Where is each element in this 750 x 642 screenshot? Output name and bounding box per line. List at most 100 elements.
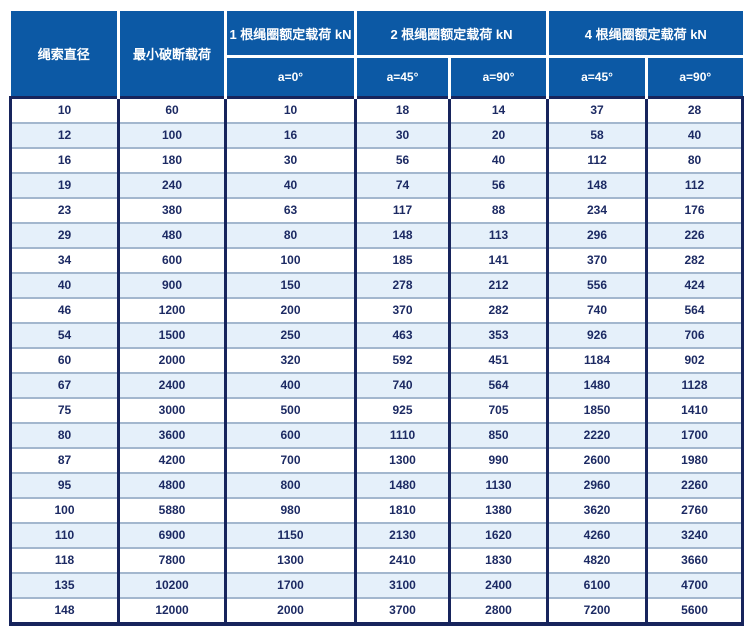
table-row: 87 4200 700 1300 990 2600 1980 [9,447,745,473]
table-cell: 1150 [225,522,357,548]
table-cell: 926 [547,322,649,348]
table-cell: 7800 [118,547,227,573]
table-row: 148 12000 2000 3700 2800 7200 5600 [9,597,745,626]
header-rope-diameter: 绳索直径 [10,11,120,98]
table-cell: 60 [118,96,227,123]
table-cell: 1110 [355,422,451,448]
table-cell: 3660 [646,547,745,573]
table-body: 10 60 10 18 14 37 28 12 100 16 30 20 58 40 16 180 30 56 40… [9,96,745,626]
table-cell: 148 [355,222,451,248]
table-cell: 5600 [646,597,745,626]
table-cell: 54 [9,322,120,348]
table-cell: 23 [9,197,120,223]
table-cell: 20 [449,122,550,148]
table-cell: 250 [225,322,357,348]
header-sub-row: a=0° a=45° a=90° a=45° a=90° [11,56,743,98]
table-cell: 80 [646,147,745,173]
table-cell: 16 [225,122,357,148]
table-cell: 60 [9,347,120,373]
table-cell: 40 [449,147,550,173]
table-cell: 500 [225,397,357,423]
table-cell: 12000 [118,597,227,626]
table-row: 100 5880 980 1810 1380 3620 2760 [9,497,745,523]
table-cell: 1410 [646,397,745,423]
table-cell: 240 [118,172,227,198]
table-cell: 2260 [646,472,745,498]
table-cell: 380 [118,197,227,223]
table-cell: 112 [646,172,745,198]
table-cell: 980 [225,497,357,523]
table-cell: 850 [449,422,550,448]
table-cell: 113 [449,222,550,248]
table-cell: 1830 [449,547,550,573]
table-cell: 18 [355,96,451,123]
table-cell: 1500 [118,322,227,348]
table-cell: 1850 [547,397,649,423]
table-cell: 2400 [449,572,550,598]
table-cell: 40 [225,172,357,198]
table-cell: 63 [225,197,357,223]
table-cell: 424 [646,272,745,298]
table-cell: 2600 [547,447,649,473]
table-cell: 3700 [355,597,451,626]
table-cell: 6900 [118,522,227,548]
table-cell: 2130 [355,522,451,548]
table-cell: 58 [547,122,649,148]
table-cell: 40 [646,122,745,148]
table-cell: 112 [547,147,649,173]
table-cell: 3100 [355,572,451,598]
table-row: 95 4800 800 1480 1130 2960 2260 [9,472,745,498]
header-angle-45-4loop: a=45° [547,56,649,98]
table-cell: 2000 [118,347,227,373]
table-row: 54 1500 250 463 353 926 706 [9,322,745,348]
table-cell: 1300 [355,447,451,473]
table-cell: 1128 [646,372,745,398]
table-row: 110 6900 1150 2130 1620 4260 3240 [9,522,745,548]
table-cell: 740 [355,372,451,398]
table-cell: 16 [9,147,120,173]
table-cell: 185 [355,247,451,273]
table-cell: 1700 [225,572,357,598]
table-cell: 556 [547,272,649,298]
header-group-row: 绳索直径 最小破断载荷 1 根绳圈额定载荷 kN 2 根绳圈额定载荷 kN 4 … [10,11,743,98]
table-cell: 740 [547,297,649,323]
table-cell: 706 [646,322,745,348]
table-cell: 3600 [118,422,227,448]
header-group-4-loop: 4 根绳圈额定载荷 kN [547,11,743,58]
table-cell: 2220 [547,422,649,448]
table-cell: 67 [9,372,120,398]
table-cell: 28 [646,96,745,123]
table-cell: 1184 [547,347,649,373]
table-row: 135 10200 1700 3100 2400 6100 4700 [9,572,745,598]
table-cell: 282 [646,247,745,273]
header-min-breaking-load: 最小破断载荷 [118,11,227,98]
table-cell: 2800 [449,597,550,626]
table-cell: 463 [355,322,451,348]
table-cell: 88 [449,197,550,223]
table-cell: 176 [646,197,745,223]
table-cell: 100 [225,247,357,273]
table-cell: 1380 [449,497,550,523]
table-cell: 80 [225,222,357,248]
table-cell: 4260 [547,522,649,548]
table-cell: 278 [355,272,451,298]
table-cell: 14 [449,96,550,123]
table-cell: 4800 [118,472,227,498]
table-row: 12 100 16 30 20 58 40 [9,122,745,148]
table-cell: 19 [9,172,120,198]
table-cell: 900 [118,272,227,298]
table-cell: 74 [355,172,451,198]
table-cell: 95 [9,472,120,498]
table-cell: 148 [9,597,120,626]
table-cell: 2000 [225,597,357,626]
table-cell: 135 [9,572,120,598]
table-cell: 118 [9,547,120,573]
table-cell: 1700 [646,422,745,448]
table-cell: 296 [547,222,649,248]
table-cell: 4820 [547,547,649,573]
table-cell: 100 [118,122,227,148]
table-cell: 1130 [449,472,550,498]
table-cell: 370 [547,247,649,273]
table-cell: 705 [449,397,550,423]
rope-load-rating-table: 绳索直径 最小破断载荷 1 根绳圈额定载荷 kN 2 根绳圈额定载荷 kN 4 … [9,11,745,626]
